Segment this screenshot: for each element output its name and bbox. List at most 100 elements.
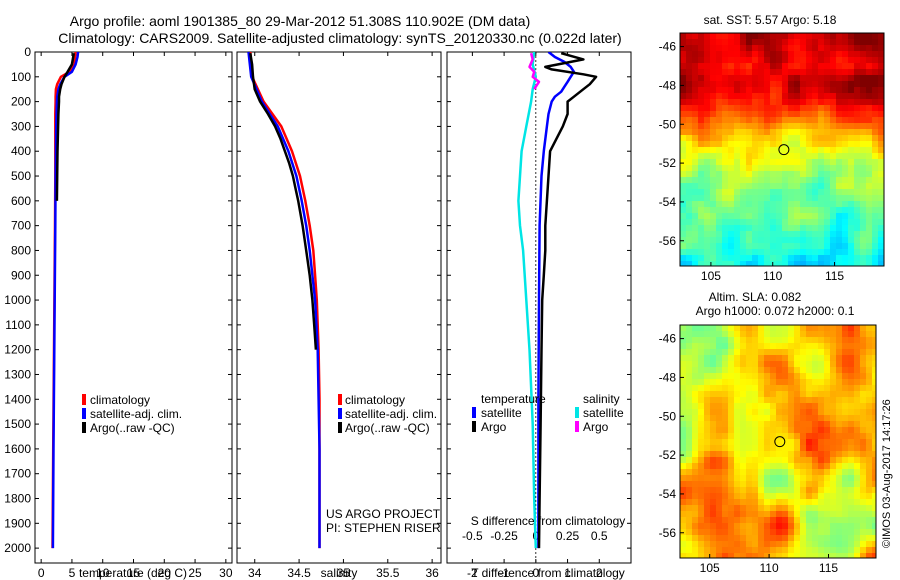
map-cell bbox=[860, 349, 866, 355]
map-cell bbox=[824, 469, 830, 475]
map-cell bbox=[764, 51, 770, 57]
map-cell bbox=[752, 99, 758, 105]
map-cell bbox=[740, 63, 746, 69]
map-cell bbox=[824, 123, 830, 129]
map-cell bbox=[794, 523, 800, 529]
map-cell bbox=[842, 69, 848, 75]
map-cell bbox=[872, 535, 876, 541]
map-cell bbox=[872, 379, 876, 385]
map-cell bbox=[722, 189, 728, 195]
map-cell bbox=[692, 367, 698, 373]
map-cell bbox=[698, 427, 704, 433]
map-cell bbox=[788, 189, 794, 195]
map-cell bbox=[680, 231, 686, 237]
map-cell bbox=[872, 171, 878, 177]
map-cell bbox=[788, 457, 794, 463]
map-cell bbox=[758, 171, 764, 177]
map-cell bbox=[836, 231, 842, 237]
map-cell bbox=[848, 39, 854, 45]
map-cell bbox=[776, 421, 782, 427]
map-y-tick-label: -48 bbox=[659, 370, 677, 384]
map-cell bbox=[698, 379, 704, 385]
map-cell bbox=[812, 451, 818, 457]
map-cell bbox=[776, 243, 782, 249]
map-cell bbox=[872, 397, 876, 403]
map-cell bbox=[806, 165, 812, 171]
map-cell bbox=[812, 69, 818, 75]
map-cell bbox=[824, 105, 830, 111]
map-cell bbox=[806, 373, 812, 379]
map-cell bbox=[758, 361, 764, 367]
map-cell bbox=[770, 111, 776, 117]
map-cell bbox=[692, 373, 698, 379]
map-cell bbox=[782, 177, 788, 183]
map-cell bbox=[824, 87, 830, 93]
map-cell bbox=[842, 475, 848, 481]
map-cell bbox=[686, 129, 692, 135]
map-cell bbox=[776, 201, 782, 207]
map-cell bbox=[680, 397, 686, 403]
map-cell bbox=[746, 541, 752, 547]
map-cell bbox=[680, 433, 686, 439]
map-cell bbox=[878, 243, 884, 249]
map-cell bbox=[854, 337, 860, 343]
map-cell bbox=[842, 361, 848, 367]
map-cell bbox=[722, 129, 728, 135]
map-cell bbox=[710, 51, 716, 57]
map-cell bbox=[740, 487, 746, 493]
map-cell bbox=[806, 135, 812, 141]
map-cell bbox=[686, 439, 692, 445]
map-cell bbox=[776, 117, 782, 123]
map-cell bbox=[770, 147, 776, 153]
map-cell bbox=[812, 541, 818, 547]
map-cell bbox=[842, 225, 848, 231]
map-cell bbox=[758, 105, 764, 111]
map-cell bbox=[704, 331, 710, 337]
map-cell bbox=[854, 433, 860, 439]
map-cell bbox=[710, 231, 716, 237]
map-cell bbox=[680, 409, 686, 415]
map-cell bbox=[680, 331, 686, 337]
map-cell bbox=[692, 81, 698, 87]
map-cell bbox=[872, 361, 876, 367]
map-cell bbox=[734, 355, 740, 361]
map-cell bbox=[698, 165, 704, 171]
map-cell bbox=[794, 93, 800, 99]
map-cell bbox=[830, 451, 836, 457]
map-cell bbox=[710, 39, 716, 45]
map-cell bbox=[872, 445, 876, 451]
map-cell bbox=[734, 415, 740, 421]
map-cell bbox=[860, 165, 866, 171]
map-cell bbox=[812, 153, 818, 159]
map-cell bbox=[866, 177, 872, 183]
map-cell bbox=[680, 391, 686, 397]
map-cell bbox=[848, 243, 854, 249]
map-cell bbox=[770, 153, 776, 159]
map-cell bbox=[734, 475, 740, 481]
map-cell bbox=[752, 427, 758, 433]
map-cell bbox=[824, 355, 830, 361]
map-cell bbox=[686, 45, 692, 51]
map-cell bbox=[854, 45, 860, 51]
map-cell bbox=[710, 337, 716, 343]
map-cell bbox=[788, 123, 794, 129]
map-cell bbox=[842, 529, 848, 535]
map-cell bbox=[872, 403, 876, 409]
map-cell bbox=[734, 469, 740, 475]
map-cell bbox=[794, 535, 800, 541]
series-line-temperature-argo bbox=[537, 52, 598, 549]
map-cell bbox=[872, 349, 876, 355]
map-cell bbox=[770, 427, 776, 433]
map-cell bbox=[812, 547, 818, 553]
map-cell bbox=[878, 105, 884, 111]
map-cell bbox=[818, 207, 824, 213]
map-cell bbox=[734, 57, 740, 63]
map-cell bbox=[842, 523, 848, 529]
map-cell bbox=[782, 93, 788, 99]
map-cell bbox=[788, 547, 794, 553]
map-cell bbox=[842, 337, 848, 343]
map-cell bbox=[824, 57, 830, 63]
map-cell bbox=[782, 219, 788, 225]
map-cell bbox=[824, 75, 830, 81]
map-cell bbox=[860, 219, 866, 225]
